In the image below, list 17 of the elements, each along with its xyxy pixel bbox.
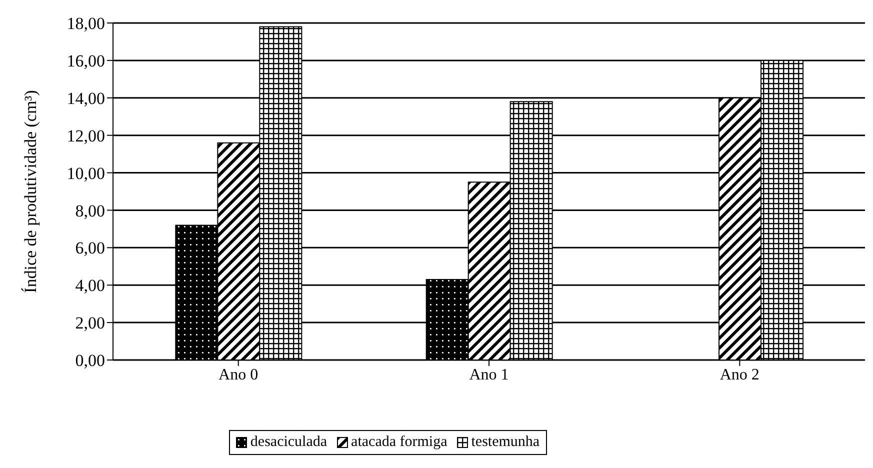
y-tick-label: 16,00	[66, 51, 105, 70]
legend-label: testemunha	[471, 434, 540, 451]
y-tick-label: 10,00	[66, 164, 105, 183]
legend-label: atacada formiga	[351, 434, 448, 451]
x-tick-label: Ano 2	[720, 366, 760, 384]
y-tick-label: 18,00	[66, 14, 105, 34]
y-tick-label: 8,00	[75, 201, 105, 220]
y-axis-title: Índice de produtividade (cm³)	[21, 90, 40, 293]
y-tick-label: 4,00	[75, 276, 105, 296]
y-tick-label: 0,00	[75, 351, 105, 370]
y-tick-label: 14,00	[66, 88, 105, 108]
legend-label: desaciculada	[250, 434, 328, 451]
x-tick-label: Ano 0	[218, 366, 258, 384]
y-tick-label: 12,00	[66, 126, 105, 146]
y-tick-label: 6,00	[75, 238, 105, 258]
y-tick-label: 2,00	[75, 314, 105, 333]
x-tick-label: Ano 1	[469, 366, 509, 384]
